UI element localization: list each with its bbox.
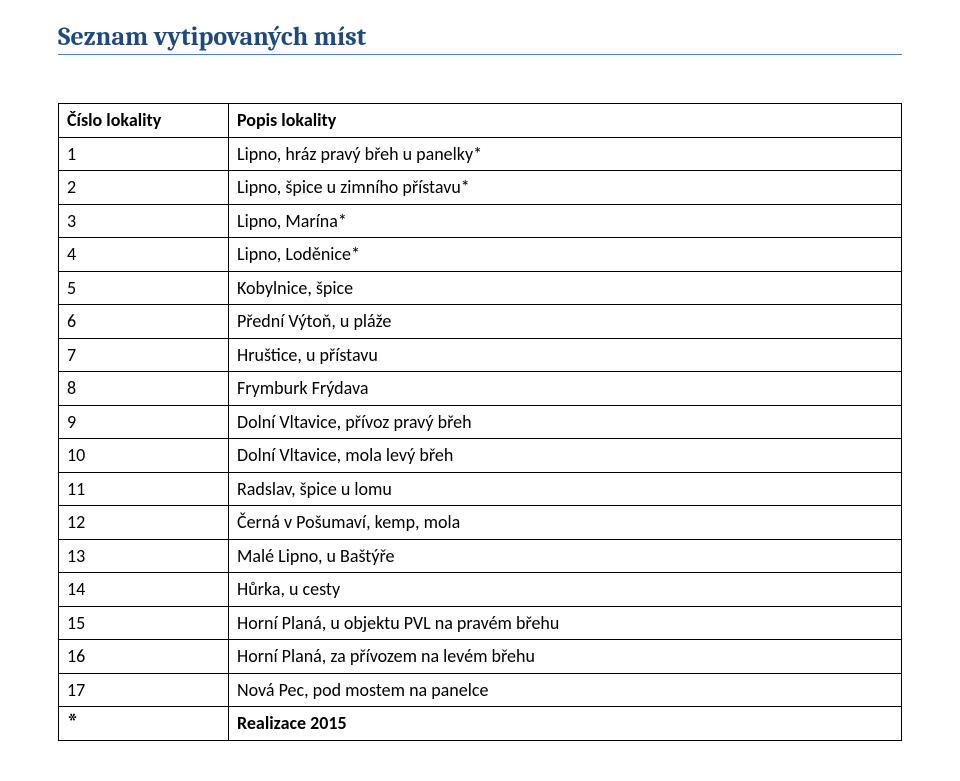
cell-locality-number: 12 — [59, 506, 229, 540]
table-row: 8Frymburk Frýdava — [59, 372, 902, 406]
table-row: 5Kobylnice, špice — [59, 271, 902, 305]
table-row: 11Radslav, špice u lomu — [59, 472, 902, 506]
table-row: 13Malé Lipno, u Baštýře — [59, 539, 902, 573]
cell-locality-number: 4 — [59, 238, 229, 272]
cell-locality-number: 13 — [59, 539, 229, 573]
cell-locality-desc: Přední Výtoň, u pláže — [229, 305, 902, 339]
cell-locality-desc: Horní Planá, za přívozem na levém břehu — [229, 640, 902, 674]
cell-locality-desc: Dolní Vltavice, mola levý břeh — [229, 439, 902, 473]
table-row: 16Horní Planá, za přívozem na levém břeh… — [59, 640, 902, 674]
locations-table: Číslo lokality Popis lokality 1Lipno, hr… — [58, 103, 902, 741]
col-header-number: Číslo lokality — [59, 104, 229, 138]
col-header-desc: Popis lokality — [229, 104, 902, 138]
table-footer-row: *Realizace 2015 — [59, 707, 902, 741]
table-row: 17Nová Pec, pod mostem na panelce — [59, 673, 902, 707]
cell-locality-desc: Malé Lipno, u Baštýře — [229, 539, 902, 573]
footer-note: Realizace 2015 — [229, 707, 902, 741]
cell-locality-desc: Lipno, Loděnice* — [229, 238, 902, 272]
table-row: 14Hůrka, u cesty — [59, 573, 902, 607]
table-row: 1Lipno, hráz pravý břeh u panelky* — [59, 137, 902, 171]
cell-locality-number: 1 — [59, 137, 229, 171]
table-row: 7Hruštice, u přístavu — [59, 338, 902, 372]
cell-locality-desc: Kobylnice, špice — [229, 271, 902, 305]
cell-locality-number: 14 — [59, 573, 229, 607]
cell-locality-number: 11 — [59, 472, 229, 506]
cell-locality-desc: Dolní Vltavice, přívoz pravý břeh — [229, 405, 902, 439]
table-row: 6Přední Výtoň, u pláže — [59, 305, 902, 339]
cell-locality-desc: Nová Pec, pod mostem na panelce — [229, 673, 902, 707]
cell-locality-desc: Černá v Pošumaví, kemp, mola — [229, 506, 902, 540]
table-header-row: Číslo lokality Popis lokality — [59, 104, 902, 138]
cell-locality-number: 10 — [59, 439, 229, 473]
cell-locality-desc: Hůrka, u cesty — [229, 573, 902, 607]
cell-locality-desc: Horní Planá, u objektu PVL na pravém bře… — [229, 606, 902, 640]
cell-locality-number: 7 — [59, 338, 229, 372]
cell-locality-number: 3 — [59, 204, 229, 238]
cell-locality-number: 9 — [59, 405, 229, 439]
page-title: Seznam vytipovaných míst — [58, 22, 902, 55]
table-row: 4Lipno, Loděnice* — [59, 238, 902, 272]
cell-locality-number: 5 — [59, 271, 229, 305]
cell-locality-desc: Lipno, hráz pravý břeh u panelky* — [229, 137, 902, 171]
table-row: 2Lipno, špice u zimního přístavu* — [59, 171, 902, 205]
table-row: 15Horní Planá, u objektu PVL na pravém b… — [59, 606, 902, 640]
cell-locality-desc: Lipno, Marína* — [229, 204, 902, 238]
table-row: 10Dolní Vltavice, mola levý břeh — [59, 439, 902, 473]
cell-locality-number: 16 — [59, 640, 229, 674]
cell-locality-desc: Lipno, špice u zimního přístavu* — [229, 171, 902, 205]
cell-locality-number: 8 — [59, 372, 229, 406]
footer-asterisk: * — [59, 707, 229, 741]
table-row: 9Dolní Vltavice, přívoz pravý břeh — [59, 405, 902, 439]
cell-locality-number: 15 — [59, 606, 229, 640]
cell-locality-number: 6 — [59, 305, 229, 339]
table-row: 12Černá v Pošumaví, kemp, mola — [59, 506, 902, 540]
cell-locality-desc: Frymburk Frýdava — [229, 372, 902, 406]
cell-locality-desc: Radslav, špice u lomu — [229, 472, 902, 506]
cell-locality-number: 17 — [59, 673, 229, 707]
cell-locality-number: 2 — [59, 171, 229, 205]
table-row: 3Lipno, Marína* — [59, 204, 902, 238]
cell-locality-desc: Hruštice, u přístavu — [229, 338, 902, 372]
